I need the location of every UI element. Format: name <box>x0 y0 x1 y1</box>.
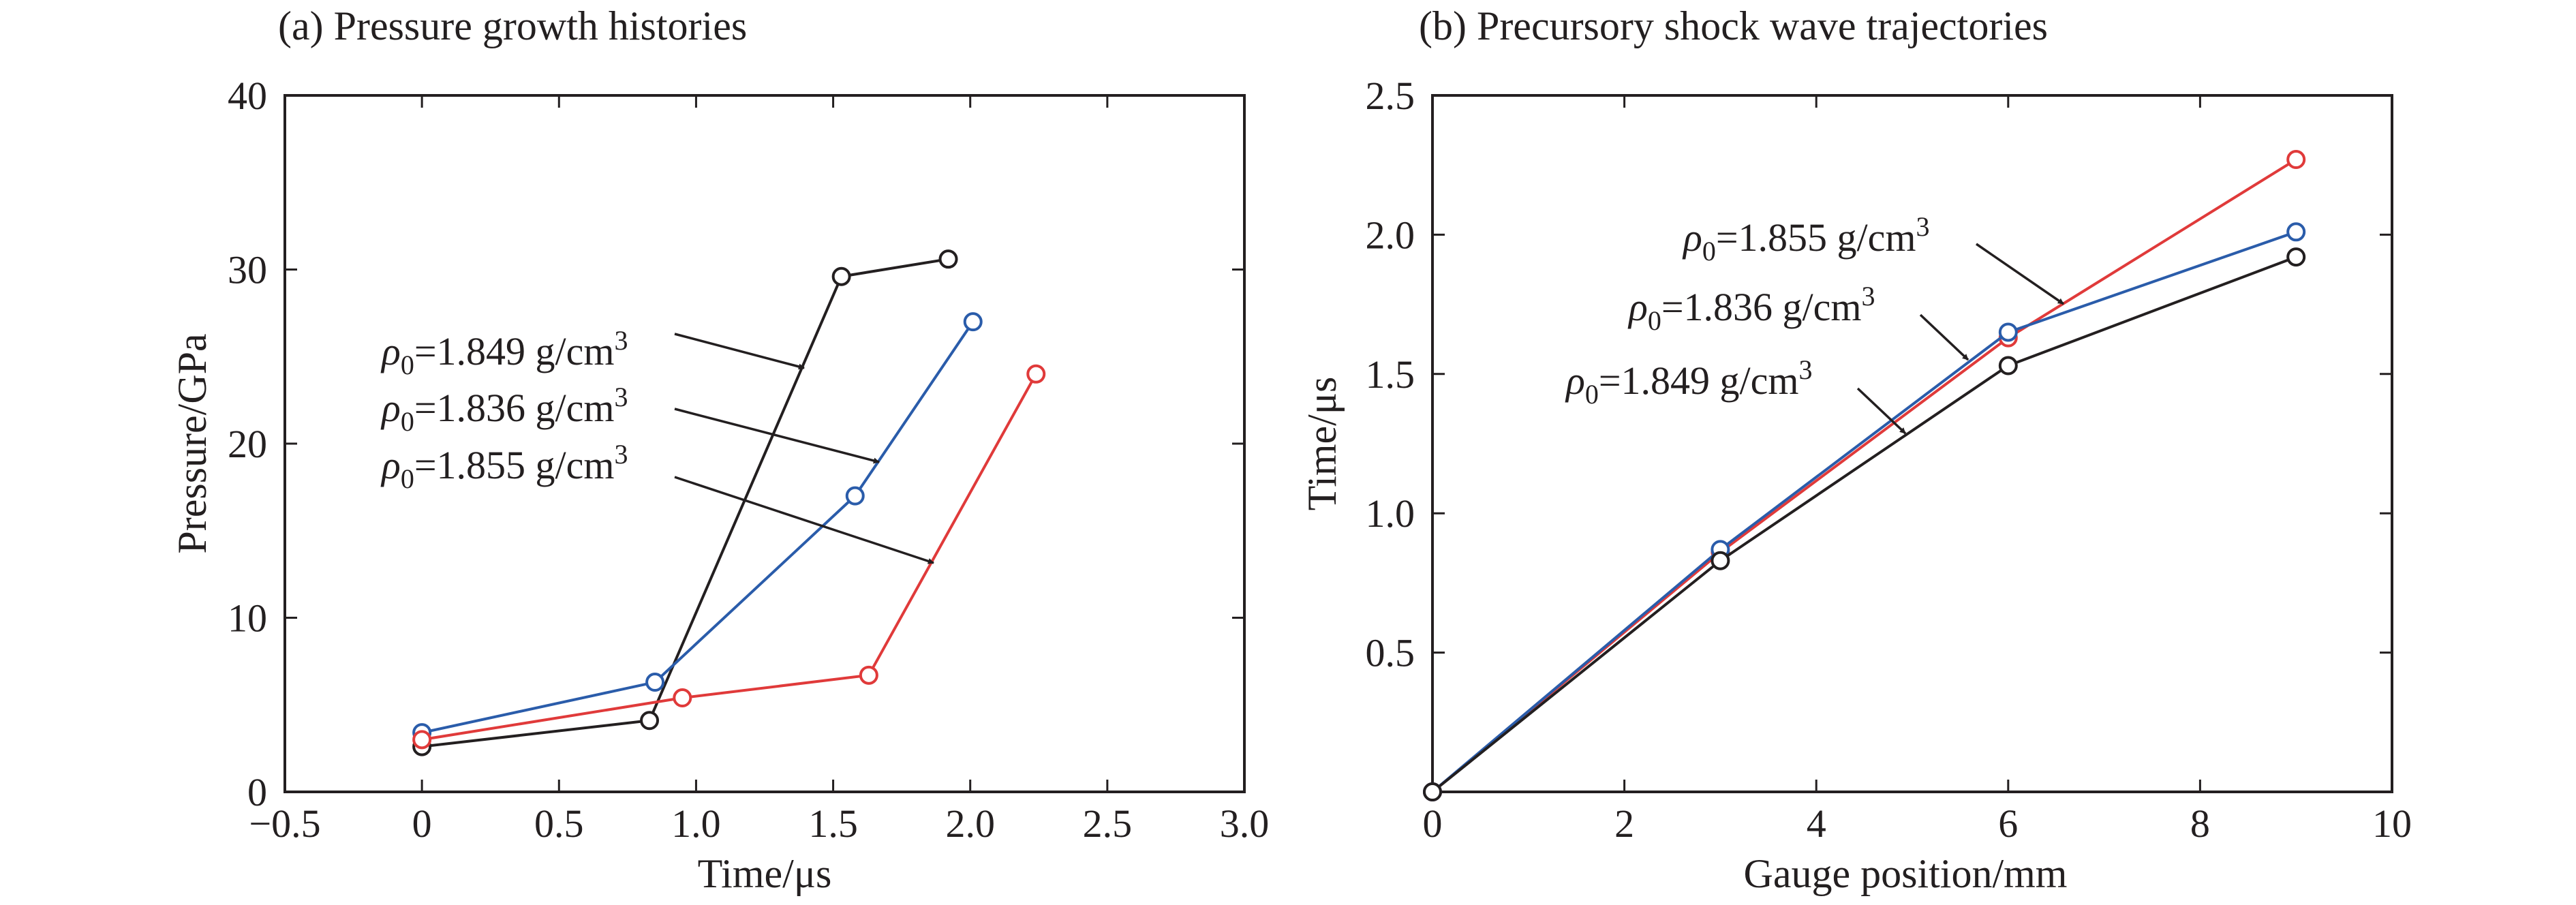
annotation-arrow <box>1919 313 1969 361</box>
series-line-1 <box>421 321 975 735</box>
x-tick-label: 6 <box>1998 801 2018 846</box>
annotation-arrow <box>1856 387 1907 435</box>
annotation-subscript: 0 <box>1585 379 1599 410</box>
x-tick-label: 2 <box>1614 801 1634 846</box>
annotation-subscript: 0 <box>401 350 414 380</box>
series-1-point <box>963 312 983 332</box>
panel-b-x-axis-label: Gauge position/mm <box>1744 851 2068 896</box>
series-0-point <box>938 249 958 269</box>
annotation-text: =1.849 g/cm <box>414 329 615 373</box>
annotation-label: ρ0=1.849 g/cm3 <box>380 325 628 380</box>
x-tick-label: 2.0 <box>945 801 995 846</box>
annotation-rho: ρ <box>380 329 401 373</box>
series-1-point <box>645 673 665 692</box>
x-tick-label: 10 <box>2372 801 2412 846</box>
annotation-arrow <box>1976 243 2064 305</box>
series-1-point <box>2286 222 2306 242</box>
series-1-point <box>1998 322 2018 342</box>
y-tick-label: 2.5 <box>1366 74 1415 118</box>
annotation-arrow <box>674 476 934 564</box>
y-tick-label: 0.5 <box>1366 631 1415 675</box>
annotation-subscript: 0 <box>1648 305 1661 336</box>
y-tick-label: 1.5 <box>1366 352 1415 397</box>
series-2-point <box>412 730 432 750</box>
annotation-subscript: 0 <box>401 406 414 437</box>
annotation-subscript: 0 <box>1702 236 1716 266</box>
annotation-arrow <box>674 333 805 370</box>
series-2-point <box>1711 551 1730 570</box>
panel-a-y-axis-label: Pressure/GPa <box>170 333 215 553</box>
series-1-point <box>845 486 865 506</box>
annotation-arrow <box>674 408 880 464</box>
annotation-rho: ρ <box>1682 215 1702 260</box>
annotation-superscript: 3 <box>615 439 628 470</box>
x-tick-label: 4 <box>1807 801 1826 846</box>
x-tick-label: 1.5 <box>808 801 858 846</box>
y-tick-label: 0 <box>247 770 267 814</box>
x-tick-label: 3.0 <box>1220 801 1270 846</box>
annotation-superscript: 3 <box>615 382 628 412</box>
y-tick-label: 20 <box>228 422 267 466</box>
x-tick-label: 1.0 <box>671 801 721 846</box>
series-0-point <box>2286 150 2306 170</box>
x-tick-label: −0.5 <box>249 801 320 846</box>
series-2-point <box>1423 782 1442 801</box>
series-2-point <box>1998 356 2018 375</box>
annotation-text: =1.836 g/cm <box>1661 285 1862 329</box>
annotation-label: ρ0=1.855 g/cm3 <box>1682 211 1930 266</box>
series-line-2 <box>1431 256 2297 793</box>
y-tick-label: 1.0 <box>1366 491 1415 536</box>
annotation-rho: ρ <box>380 443 401 487</box>
series-2-point <box>1026 364 1046 384</box>
x-tick-label: 0 <box>412 801 432 846</box>
panel-a: (a) Pressure growth histories Time/μs Pr… <box>170 3 1269 896</box>
x-tick-label: 2.5 <box>1083 801 1133 846</box>
panel-b-y-axis-label: Time/μs <box>1300 377 1345 511</box>
annotation-label: ρ0=1.836 g/cm3 <box>380 382 628 437</box>
panel-a-title: (a) Pressure growth histories <box>278 3 747 48</box>
panel-b-series <box>1423 150 2306 801</box>
y-tick-label: 30 <box>228 248 267 292</box>
panel-b-title: (b) Precursory shock wave trajectories <box>1419 3 2048 48</box>
annotation-rho: ρ <box>380 386 401 430</box>
panel-a-x-axis-label: Time/μs <box>698 851 832 896</box>
annotation-superscript: 3 <box>1799 354 1813 385</box>
panel-b-plot-frame <box>1431 94 2393 793</box>
series-line-1 <box>1431 230 2297 793</box>
annotation-rho: ρ <box>1565 358 1585 403</box>
panel-b: (b) Precursory shock wave trajectories G… <box>1300 3 2412 896</box>
annotation-text: =1.855 g/cm <box>1716 215 1916 260</box>
panel-b-ticks: 0 2 4 6 8 10 0.5 1.0 1.5 2.0 2.5 <box>1366 74 2412 846</box>
x-tick-label: 0.5 <box>534 801 584 846</box>
annotation-label: ρ0=1.836 g/cm3 <box>1627 281 1875 336</box>
series-2-point <box>859 665 878 685</box>
annotation-superscript: 3 <box>1916 211 1930 242</box>
series-0-point <box>831 266 851 286</box>
annotation-text: =1.836 g/cm <box>414 386 615 430</box>
y-tick-label: 40 <box>228 74 267 118</box>
y-tick-label: 10 <box>228 596 267 641</box>
annotation-label: ρ0=1.849 g/cm3 <box>1565 354 1813 410</box>
annotation-text: =1.849 g/cm <box>1599 358 1799 403</box>
series-line-0 <box>421 258 949 748</box>
annotation-subscript: 0 <box>401 463 414 494</box>
annotation-text: =1.855 g/cm <box>414 443 615 487</box>
annotation-superscript: 3 <box>615 325 628 356</box>
y-tick-label: 2.0 <box>1366 213 1415 257</box>
annotation-label: ρ0=1.855 g/cm3 <box>380 439 628 494</box>
series-2-point <box>673 688 692 708</box>
annotation-superscript: 3 <box>1862 281 1875 311</box>
x-tick-label: 0 <box>1423 801 1443 846</box>
x-tick-label: 8 <box>2190 801 2210 846</box>
series-0-point <box>640 711 660 731</box>
panel-a-series <box>412 249 1046 756</box>
series-2-point <box>2286 247 2306 267</box>
annotation-rho: ρ <box>1627 285 1648 329</box>
series-line-2 <box>421 373 1038 741</box>
